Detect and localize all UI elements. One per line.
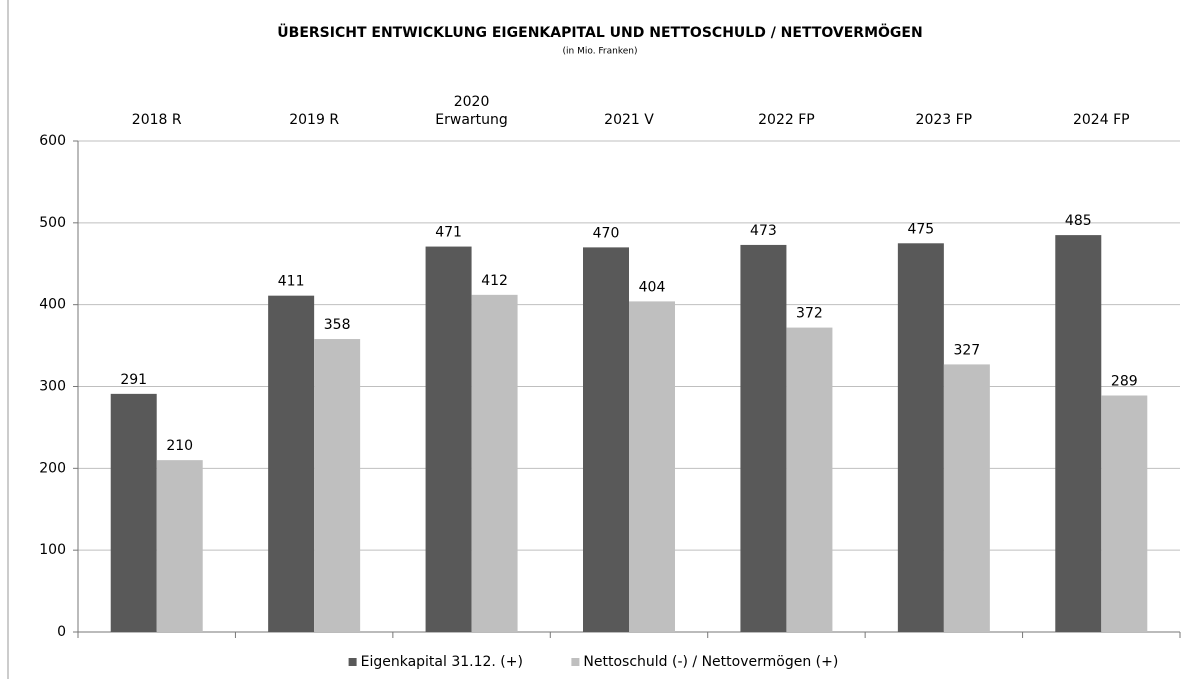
data-label: 471 xyxy=(435,225,462,241)
data-label: 291 xyxy=(120,372,147,388)
data-label: 372 xyxy=(796,306,823,322)
y-tick-label: 300 xyxy=(39,379,66,395)
x-tick-label: 2023 FP xyxy=(915,112,973,128)
legend-swatch xyxy=(348,658,357,666)
chart-subtitle: (in Mio. Franken) xyxy=(563,47,638,57)
bar xyxy=(897,243,944,632)
legend-label: Eigenkapital 31.12. (+) xyxy=(361,654,523,670)
bar xyxy=(425,246,472,632)
x-tick-label: 2020 Erwartung xyxy=(435,94,508,128)
chart-title: ÜBERSICHT ENTWICKLUNG EIGENKAPITAL UND N… xyxy=(277,23,922,41)
x-tick-label: 2019 R xyxy=(289,112,340,128)
data-label: 485 xyxy=(1065,213,1092,229)
bar xyxy=(314,339,361,632)
x-tick-label: 2022 FP xyxy=(758,112,815,128)
data-label: 358 xyxy=(324,317,351,333)
y-tick-label: 500 xyxy=(39,215,66,231)
x-tick-label: 2018 R xyxy=(131,112,182,128)
x-tick-label: 2021 V xyxy=(604,112,654,128)
data-label: 475 xyxy=(907,221,934,237)
bar xyxy=(268,295,315,632)
bar xyxy=(110,393,157,632)
bar xyxy=(471,294,518,632)
data-label: 327 xyxy=(953,342,980,358)
data-label: 412 xyxy=(481,273,508,289)
bar xyxy=(786,327,833,632)
data-label: 289 xyxy=(1111,374,1138,390)
data-label: 411 xyxy=(278,274,305,290)
bar xyxy=(943,364,990,632)
bar xyxy=(583,247,629,632)
bar xyxy=(629,301,675,632)
data-label: 404 xyxy=(639,279,666,295)
legend-swatch xyxy=(571,658,580,666)
bar xyxy=(1055,235,1102,632)
data-label: 210 xyxy=(166,438,193,454)
legend-label: Nettoschuld (-) / Nettovermögen (+) xyxy=(583,654,838,670)
y-tick-label: 600 xyxy=(39,133,66,149)
y-tick-label: 100 xyxy=(39,542,66,558)
bar xyxy=(156,460,203,632)
bar xyxy=(1101,395,1148,632)
bar xyxy=(740,244,787,632)
y-tick-label: 0 xyxy=(57,624,66,640)
y-tick-label: 400 xyxy=(39,297,66,313)
data-label: 470 xyxy=(593,225,620,241)
y-tick-label: 200 xyxy=(39,460,66,476)
x-tick-label: 2024 FP xyxy=(1072,112,1130,128)
data-label: 473 xyxy=(750,223,777,239)
